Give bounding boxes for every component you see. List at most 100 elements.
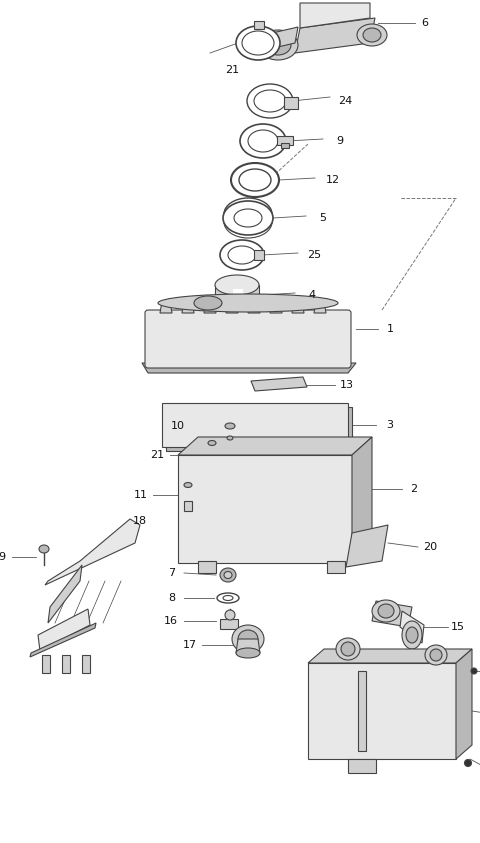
Ellipse shape	[208, 441, 216, 445]
Ellipse shape	[357, 24, 387, 46]
Bar	[178, 455, 352, 563]
Bar	[254, 250, 264, 260]
Ellipse shape	[406, 627, 418, 643]
Polygon shape	[182, 301, 194, 313]
Bar	[277, 136, 293, 145]
Ellipse shape	[239, 169, 271, 191]
Polygon shape	[300, 3, 370, 28]
Ellipse shape	[425, 645, 447, 665]
Polygon shape	[308, 649, 472, 663]
Polygon shape	[248, 301, 260, 313]
Bar	[284, 97, 298, 109]
Polygon shape	[142, 363, 356, 373]
Text: 5: 5	[320, 213, 326, 223]
Ellipse shape	[402, 621, 422, 649]
Ellipse shape	[215, 275, 259, 295]
Text: 20: 20	[423, 542, 437, 552]
Text: 11: 11	[134, 490, 148, 500]
Ellipse shape	[258, 30, 298, 60]
Polygon shape	[236, 639, 260, 653]
Text: 7: 7	[168, 568, 176, 578]
Bar	[198, 561, 216, 573]
Ellipse shape	[231, 163, 279, 197]
Ellipse shape	[430, 649, 442, 661]
Text: 12: 12	[326, 175, 340, 185]
Polygon shape	[295, 18, 375, 53]
Polygon shape	[215, 285, 259, 323]
Polygon shape	[30, 623, 96, 657]
Polygon shape	[292, 301, 304, 313]
Ellipse shape	[236, 26, 280, 60]
Ellipse shape	[236, 648, 260, 658]
Bar	[327, 561, 345, 573]
Polygon shape	[456, 649, 472, 759]
Ellipse shape	[242, 31, 274, 55]
FancyBboxPatch shape	[145, 310, 351, 368]
Polygon shape	[38, 609, 90, 651]
Text: 4: 4	[309, 290, 315, 300]
Ellipse shape	[223, 595, 233, 600]
Ellipse shape	[336, 638, 360, 660]
Ellipse shape	[234, 209, 262, 227]
Text: 8: 8	[168, 593, 176, 603]
Text: 10: 10	[171, 421, 185, 431]
Polygon shape	[204, 301, 216, 313]
Polygon shape	[265, 27, 298, 50]
Ellipse shape	[238, 630, 258, 648]
Polygon shape	[45, 519, 140, 585]
Text: 3: 3	[386, 420, 394, 430]
Text: 15: 15	[451, 622, 465, 632]
Ellipse shape	[254, 90, 286, 112]
Text: 21: 21	[150, 450, 164, 460]
Ellipse shape	[220, 568, 236, 582]
Ellipse shape	[227, 436, 233, 440]
Bar	[348, 759, 376, 773]
Bar	[162, 403, 348, 447]
Text: 18: 18	[133, 516, 147, 526]
Ellipse shape	[223, 201, 273, 235]
Bar	[82, 655, 90, 673]
Ellipse shape	[194, 296, 222, 310]
Ellipse shape	[225, 423, 235, 429]
Bar	[184, 501, 192, 511]
Polygon shape	[346, 525, 388, 567]
Ellipse shape	[378, 604, 394, 618]
Text: 24: 24	[338, 96, 352, 106]
Text: 1: 1	[386, 324, 394, 334]
Text: 17: 17	[183, 640, 197, 650]
Bar	[166, 407, 352, 451]
Ellipse shape	[341, 642, 355, 656]
Polygon shape	[48, 565, 82, 623]
Text: 25: 25	[307, 250, 321, 260]
Ellipse shape	[240, 124, 286, 158]
Polygon shape	[160, 301, 172, 313]
Text: 16: 16	[164, 616, 178, 626]
Text: 21: 21	[225, 65, 239, 75]
Ellipse shape	[363, 28, 381, 42]
Polygon shape	[372, 601, 412, 627]
Ellipse shape	[39, 545, 49, 553]
Ellipse shape	[265, 35, 291, 55]
Polygon shape	[314, 301, 326, 313]
Text: 6: 6	[421, 18, 429, 28]
Ellipse shape	[248, 130, 278, 152]
Polygon shape	[270, 301, 282, 313]
Ellipse shape	[224, 572, 232, 578]
Ellipse shape	[372, 600, 400, 622]
Bar	[308, 663, 456, 759]
Ellipse shape	[220, 240, 264, 270]
Ellipse shape	[184, 482, 192, 487]
Polygon shape	[226, 301, 238, 313]
Ellipse shape	[471, 668, 477, 674]
Text: 2: 2	[410, 484, 418, 494]
Bar	[254, 21, 264, 29]
Bar	[358, 671, 366, 751]
Bar	[281, 143, 289, 148]
Bar	[42, 655, 50, 673]
Polygon shape	[178, 437, 372, 455]
Ellipse shape	[217, 593, 239, 603]
Ellipse shape	[158, 294, 338, 312]
Ellipse shape	[247, 84, 293, 118]
Polygon shape	[251, 377, 307, 391]
Ellipse shape	[465, 760, 471, 766]
